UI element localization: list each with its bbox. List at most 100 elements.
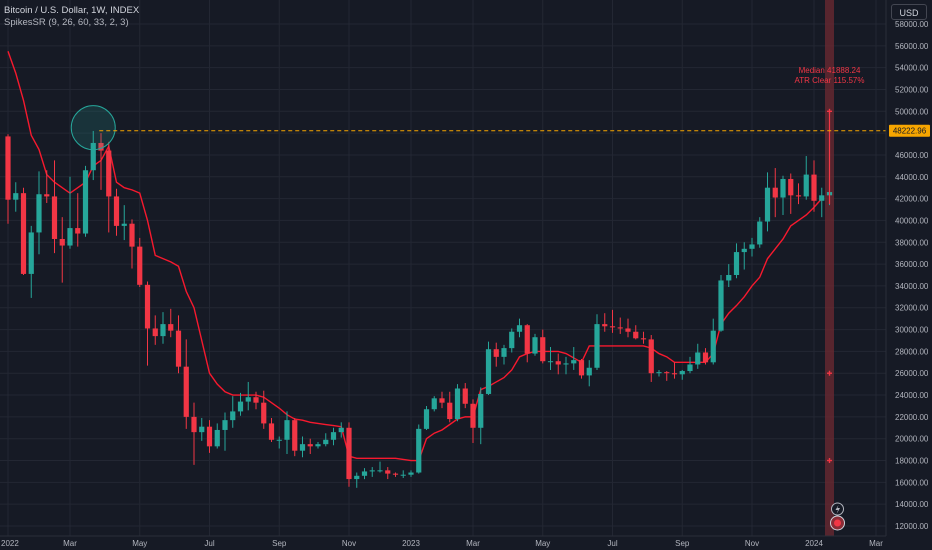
candle xyxy=(90,130,96,181)
x-tick-label: 2023 xyxy=(402,539,420,548)
candle xyxy=(431,396,437,412)
candle xyxy=(563,356,569,375)
candle-body xyxy=(98,142,104,151)
candle-body xyxy=(28,232,34,274)
candle xyxy=(702,348,709,365)
candle xyxy=(121,205,127,241)
candle-body xyxy=(377,470,383,472)
candle xyxy=(276,436,282,449)
candle xyxy=(168,308,174,338)
candle-body xyxy=(439,398,445,403)
current-price-box xyxy=(889,124,930,137)
y-tick-label: 56000.00 xyxy=(895,42,929,51)
candle xyxy=(811,160,817,212)
candle xyxy=(780,175,786,215)
candle-body xyxy=(571,360,577,364)
candle-body xyxy=(191,416,197,433)
candle-body xyxy=(811,174,817,201)
candle-body xyxy=(361,471,368,476)
candle xyxy=(137,237,143,288)
spike-highlight-band xyxy=(825,0,834,536)
candle-body xyxy=(268,423,275,440)
candle-body xyxy=(671,373,678,375)
candle-body xyxy=(400,474,406,476)
current-price-label: 48222.96 xyxy=(893,127,927,136)
candle xyxy=(323,433,329,447)
candle xyxy=(501,344,507,365)
candle-body xyxy=(36,194,42,233)
candle-body xyxy=(369,470,375,472)
candle-body xyxy=(524,325,530,354)
x-tick-label: Sep xyxy=(272,539,287,548)
candle xyxy=(206,420,213,453)
candle xyxy=(625,318,631,338)
y-tick-label: 54000.00 xyxy=(895,64,929,73)
y-tick-label: 34000.00 xyxy=(895,282,929,291)
candle-body xyxy=(594,324,600,368)
candle xyxy=(803,156,809,200)
candle xyxy=(230,396,236,428)
candle-body xyxy=(323,439,329,445)
candle xyxy=(795,183,802,205)
candles xyxy=(5,130,833,488)
candle xyxy=(664,371,670,381)
candle-body xyxy=(819,195,825,201)
candle xyxy=(354,472,360,488)
candle-body xyxy=(416,428,422,473)
candle-body xyxy=(516,325,523,332)
candle-body xyxy=(687,364,693,372)
candle-body xyxy=(222,420,228,430)
candle xyxy=(594,314,600,370)
currency-button[interactable]: USD xyxy=(891,4,927,20)
candle-body xyxy=(772,187,778,198)
candle xyxy=(330,427,337,446)
candle xyxy=(447,391,453,423)
candle xyxy=(454,384,461,422)
candle-body xyxy=(330,432,337,440)
candle xyxy=(640,331,647,344)
candle-body xyxy=(462,388,468,404)
y-tick-label: 40000.00 xyxy=(895,216,929,225)
candle xyxy=(160,312,166,344)
candle-body xyxy=(261,402,267,424)
candle-body xyxy=(656,372,662,374)
x-tick-label: Mar xyxy=(63,539,77,548)
candle-body xyxy=(276,439,282,441)
candle xyxy=(524,324,530,363)
candle xyxy=(20,187,27,275)
indicator-legend[interactable]: SpikesSR (9, 26, 60, 33, 2, 3) xyxy=(4,17,129,28)
candle-body xyxy=(315,444,321,447)
candle-body xyxy=(733,252,740,275)
candle-body xyxy=(478,393,484,428)
candle xyxy=(152,315,158,345)
candle-body xyxy=(137,246,143,285)
candle-body xyxy=(392,473,399,475)
candle-body xyxy=(470,403,476,428)
x-tick-label: Mar xyxy=(869,539,883,548)
candle-body xyxy=(485,349,492,394)
y-tick-label: 30000.00 xyxy=(895,326,929,335)
candle-body xyxy=(501,348,507,357)
y-tick-label: 12000.00 xyxy=(895,522,929,531)
candle-body xyxy=(640,338,647,340)
candle-body xyxy=(168,324,174,331)
x-tick-label: 2022 xyxy=(1,539,19,548)
candle xyxy=(385,467,391,480)
candle xyxy=(75,193,81,247)
candle-body xyxy=(75,228,81,234)
candle xyxy=(764,172,771,232)
candle-body xyxy=(408,472,414,475)
candle-body xyxy=(764,187,771,222)
candle-body xyxy=(447,402,453,420)
candle xyxy=(191,402,197,465)
y-tick-label: 52000.00 xyxy=(895,85,929,94)
candle-body xyxy=(509,331,515,349)
y-tick-label: 36000.00 xyxy=(895,260,929,269)
candle xyxy=(788,173,794,214)
candle xyxy=(183,339,189,429)
candle xyxy=(369,467,375,477)
candle-body xyxy=(726,275,732,281)
candle xyxy=(338,422,344,438)
candle xyxy=(819,187,825,218)
